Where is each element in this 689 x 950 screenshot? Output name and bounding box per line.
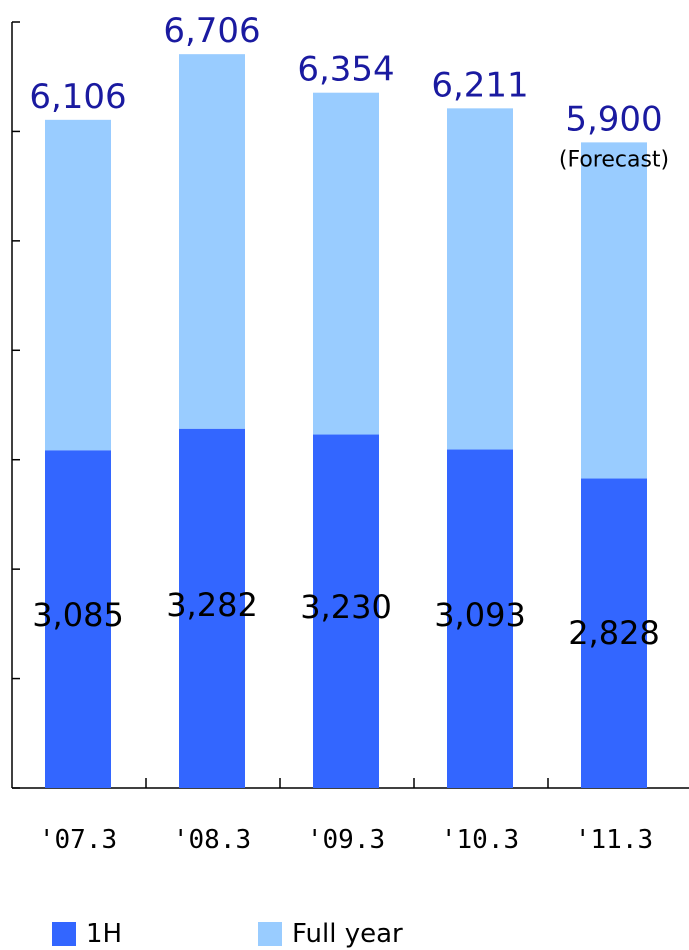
bar-full-year-3 [447, 108, 513, 450]
legend-label-full-year: Full year [292, 919, 403, 949]
h1-value-label-1: 3,282 [166, 586, 258, 624]
total-value-label-1: 6,706 [163, 11, 260, 51]
total-value-label-2: 6,354 [297, 50, 394, 90]
x-tick-label-0: '07.3 [39, 825, 117, 855]
annotation-forecast: (Forecast) [559, 147, 669, 172]
bar-full-year-4 [581, 142, 647, 479]
x-tick-label-4: '11.3 [575, 825, 653, 855]
h1-value-label-2: 3,230 [300, 588, 392, 626]
legend-swatch-1h [52, 922, 76, 946]
bar-1h-4 [581, 478, 647, 788]
chart-bars [45, 54, 647, 788]
total-value-label-4: 5,900 [565, 99, 662, 139]
legend-item-full-year: Full year [258, 918, 403, 950]
bar-full-year-0 [45, 119, 111, 451]
total-value-label-0: 6,106 [29, 77, 126, 117]
h1-value-label-4: 2,828 [568, 614, 660, 652]
bar-1h-1 [179, 428, 245, 788]
bar-full-year-2 [313, 92, 379, 435]
legend-item-1h: 1H [52, 918, 122, 950]
total-value-label-3: 6,211 [431, 65, 528, 105]
x-tick-label-1: '08.3 [173, 825, 251, 855]
bar-1h-2 [313, 434, 379, 788]
h1-value-label-3: 3,093 [434, 596, 526, 634]
bar-full-year-1 [179, 54, 245, 429]
chart-axes [11, 21, 689, 789]
bar-1h-3 [447, 449, 513, 788]
chart-labels: 6,106 3,085 '07.3 6,706 3,282 '08.3 6,354 3,230… [29, 11, 669, 855]
x-tick-label-3: '10.3 [441, 825, 519, 855]
stacked-bar-chart: 6,106 3,085 '07.3 6,706 3,282 '08.3 6,354 3,230… [11, 11, 689, 855]
legend-swatch-full-year [258, 922, 282, 946]
bar-1h-0 [45, 450, 111, 788]
h1-value-label-0: 3,085 [32, 596, 124, 634]
x-tick-label-2: '09.3 [307, 825, 385, 855]
legend-label-1h: 1H [86, 919, 123, 949]
